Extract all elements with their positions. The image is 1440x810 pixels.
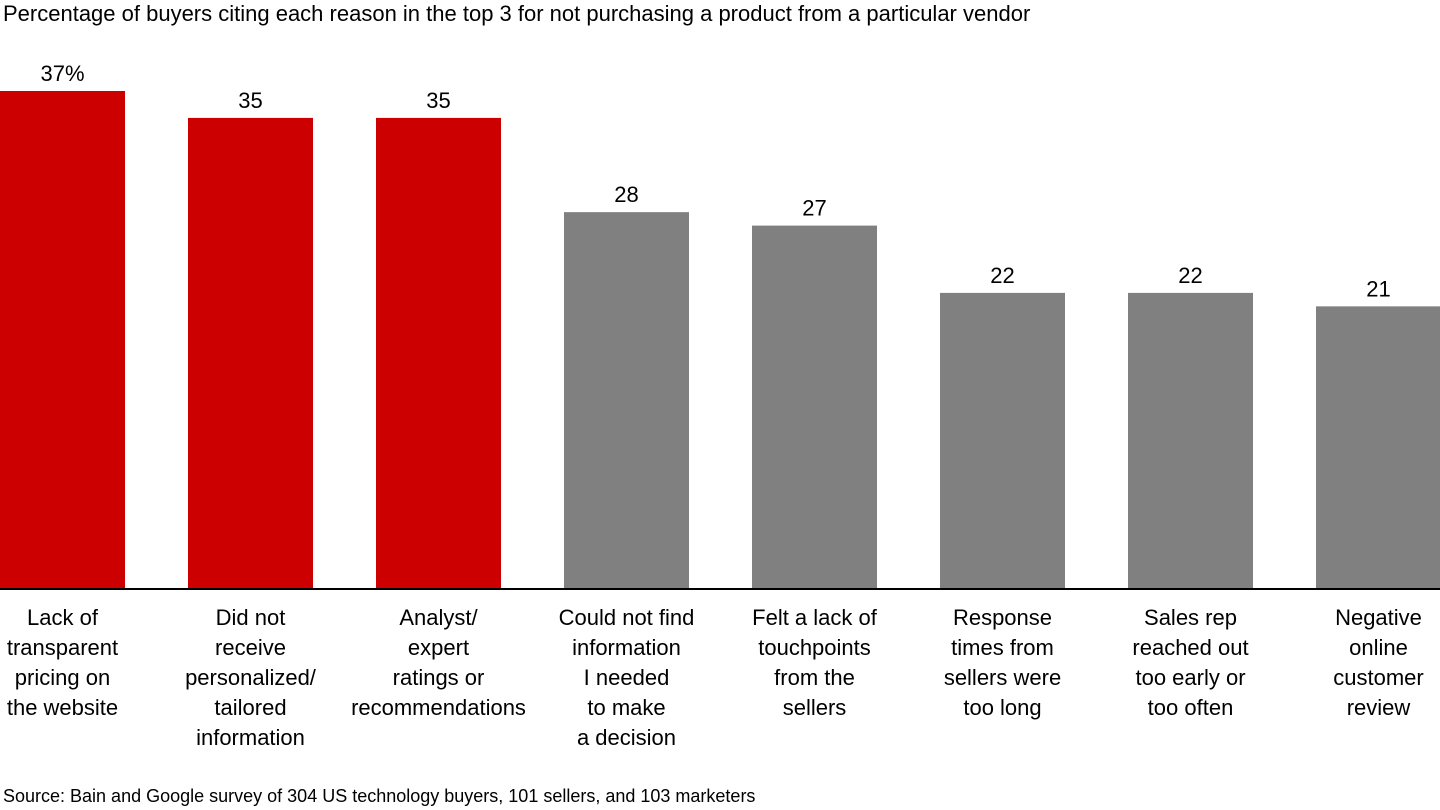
bar-8 [1316, 306, 1440, 589]
bar-6 [940, 292, 1065, 589]
chart-title: Percentage of buyers citing each reason … [3, 1, 1031, 26]
value-labels-layer: 37% 35 35 28 27 22 22 21 [40, 61, 1390, 301]
bar-1 [0, 91, 125, 589]
category-labels-layer: Lack of transparent pricing on the website D… [7, 605, 1424, 750]
value-label-1: 37% [40, 61, 84, 86]
value-label-6: 22 [990, 263, 1014, 288]
category-label-1: Lack of transparent pricing on the website [7, 605, 118, 720]
category-label-4: Could not find information I needed to make… [559, 605, 695, 750]
category-label-8: Negative online customer review [1333, 605, 1423, 720]
value-label-4: 28 [614, 182, 638, 207]
bar-3 [376, 117, 501, 590]
value-label-7: 22 [1178, 263, 1202, 288]
bar-5 [752, 225, 877, 589]
category-label-3: Analyst/expert ratings or recommendations [351, 605, 526, 720]
bar-4 [564, 212, 689, 589]
value-label-3: 35 [426, 88, 450, 113]
bar-7 [1128, 292, 1253, 589]
value-label-8: 21 [1366, 276, 1390, 301]
category-label-5: Felt a lack of touchpoints from the sellers [752, 605, 878, 720]
category-label-7: Sales rep reached out too early or too ofte… [1132, 605, 1248, 720]
category-label-2: Did not receive personalized/tailored infor… [185, 605, 317, 750]
chart-source: Source: Bain and Google survey of 304 US… [3, 786, 756, 806]
bars-layer [0, 91, 1440, 590]
value-label-2: 35 [238, 88, 262, 113]
category-label-6: Response times from sellers were too long [944, 605, 1061, 720]
bar-2 [188, 117, 313, 590]
value-label-5: 27 [802, 196, 826, 221]
